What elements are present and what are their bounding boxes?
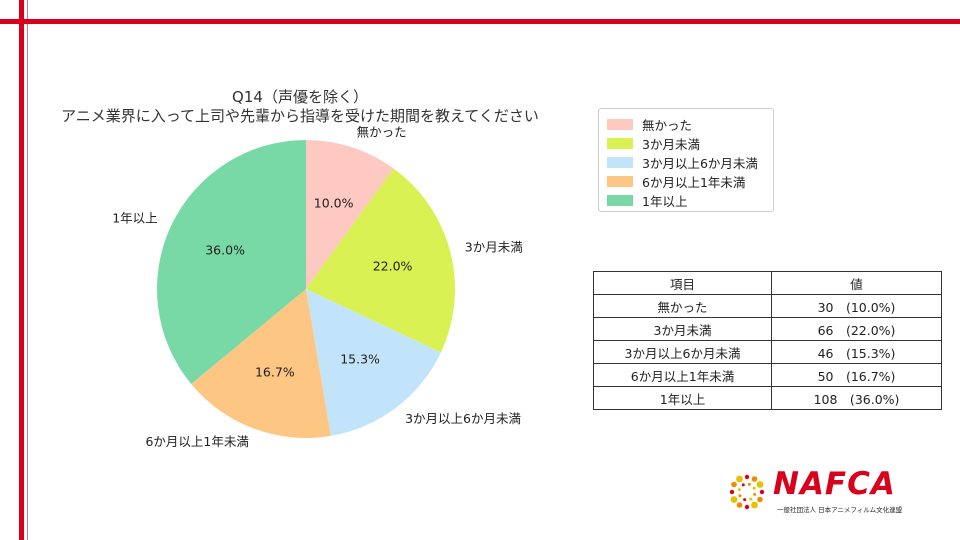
nafca-logo-subtitle: 一般社団法人 日本アニメフィルム文化連盟 <box>777 506 903 514</box>
frame-vertical-line <box>19 0 24 540</box>
chart-title: Q14（声優を除く） <box>232 88 368 106</box>
logo-dot <box>757 496 763 503</box>
table-row: 1年以上 108 (36.0%) <box>593 386 942 410</box>
pie-labels: 無かった 10.0% 3か月未満 22.0% 3か月以上6か月未満 15.3% 6か月以上1… <box>112 125 522 449</box>
chart-legend: 無かった 3か月未満 3か月以上6か月未満 6か月以上1年未満 1年以上 <box>598 108 774 212</box>
logo-dot <box>738 494 742 498</box>
logo-dot <box>753 492 757 496</box>
pie-slice-label: 3か月未満 <box>465 240 523 255</box>
table-row: 6か月以上1年未満 50 (16.7%) <box>593 363 942 387</box>
pie-slice-label: 6か月以上1年未満 <box>145 434 248 449</box>
logo-dot <box>730 496 738 503</box>
pie-slice <box>191 289 331 438</box>
legend-label: 3か月以上6か月未満 <box>642 156 758 171</box>
logo-dot <box>731 481 737 488</box>
data-table: 項目 値 無かった 30 (10.0%) 3か月未満 66 (22.0%) 3か… <box>593 271 942 410</box>
legend-swatch <box>607 119 633 130</box>
table-cell-value: 30 (10.0%) <box>771 294 942 318</box>
legend-label: 3か月未満 <box>642 137 700 152</box>
table-cell-item: 1年以上 <box>593 386 772 410</box>
logo-dot <box>759 489 765 495</box>
pie-slice-percent: 36.0% <box>205 242 245 257</box>
frame-vertical-thin-line <box>27 0 28 540</box>
pie-slice <box>306 289 441 436</box>
logo-dot <box>744 504 750 510</box>
logo-dot <box>751 476 758 482</box>
nafca-logo-word: NAFCA <box>773 466 896 502</box>
logo-dot <box>752 486 756 490</box>
legend-label: 無かった <box>642 118 693 133</box>
logo-dot <box>749 497 753 501</box>
table-header-item: 項目 <box>593 271 772 295</box>
logo-dot <box>736 475 743 483</box>
table-cell-item: 3か月未満 <box>593 317 772 341</box>
table-cell-value: 46 (15.3%) <box>771 340 942 364</box>
table-cell-value: 66 (22.0%) <box>771 317 942 341</box>
table-header-row: 項目 値 <box>593 271 942 295</box>
legend-item: 1年以上 <box>607 191 765 210</box>
chart-subtitle: アニメ業界に入って上司や先輩から指導を受けた期間を教えてください <box>61 107 539 125</box>
pie-slice <box>306 168 456 353</box>
table-cell-item: 6か月以上1年未満 <box>593 363 772 387</box>
legend-swatch <box>607 138 633 149</box>
table-row: 3か月以上6か月未満 46 (15.3%) <box>593 340 942 364</box>
logo-dot <box>736 502 743 508</box>
legend-label: 6か月以上1年未満 <box>642 175 746 190</box>
table-cell-item: 3か月以上6か月未満 <box>593 340 772 364</box>
pie-slice-percent: 22.0% <box>373 258 413 273</box>
logo-dot <box>743 498 747 502</box>
legend-swatch <box>607 176 633 187</box>
legend-label: 1年以上 <box>642 194 688 209</box>
legend-item: 3か月以上6か月未満 <box>607 153 765 172</box>
nafca-logo: NAFCA 一般社団法人 日本アニメフィルム文化連盟 <box>725 466 925 518</box>
legend-item: 3か月未満 <box>607 134 765 153</box>
table-row: 無かった 30 (10.0%) <box>593 294 942 318</box>
pie-slice-percent: 15.3% <box>340 352 380 367</box>
pie-slice-label: 無かった <box>357 125 407 140</box>
table-header-value: 値 <box>771 271 942 295</box>
logo-dot <box>737 488 741 492</box>
legend-swatch <box>607 157 633 168</box>
pie-slice <box>156 140 306 384</box>
nafca-logo-mark-icon <box>729 474 765 510</box>
pie-slices <box>156 140 456 438</box>
logo-dot <box>741 483 745 487</box>
pie-chart: 無かった 10.0% 3か月未満 22.0% 3か月以上6か月未満 15.3% 6か月以上1… <box>112 125 522 449</box>
logo-dot <box>751 501 758 509</box>
logo-dot <box>747 482 751 486</box>
pie-slice-percent: 10.0% <box>314 195 354 210</box>
pie-slice-percent: 16.7% <box>255 364 295 379</box>
logo-dot <box>744 474 750 480</box>
table-cell-value: 108 (36.0%) <box>771 386 942 410</box>
pie-slice-label: 3か月以上6か月未満 <box>405 411 521 426</box>
frame-horizontal-line <box>0 19 960 24</box>
table-row: 3か月未満 66 (22.0%) <box>593 317 942 341</box>
table-cell-value: 50 (16.7%) <box>771 363 942 387</box>
legend-swatch <box>607 195 633 206</box>
logo-dot <box>756 481 764 488</box>
pie-slice <box>306 140 394 289</box>
logo-dot <box>729 489 735 495</box>
pie-slice-label: 1年以上 <box>112 211 157 226</box>
legend-item: 6か月以上1年未満 <box>607 172 765 191</box>
table-cell-item: 無かった <box>593 294 772 318</box>
legend-item: 無かった <box>607 115 765 134</box>
